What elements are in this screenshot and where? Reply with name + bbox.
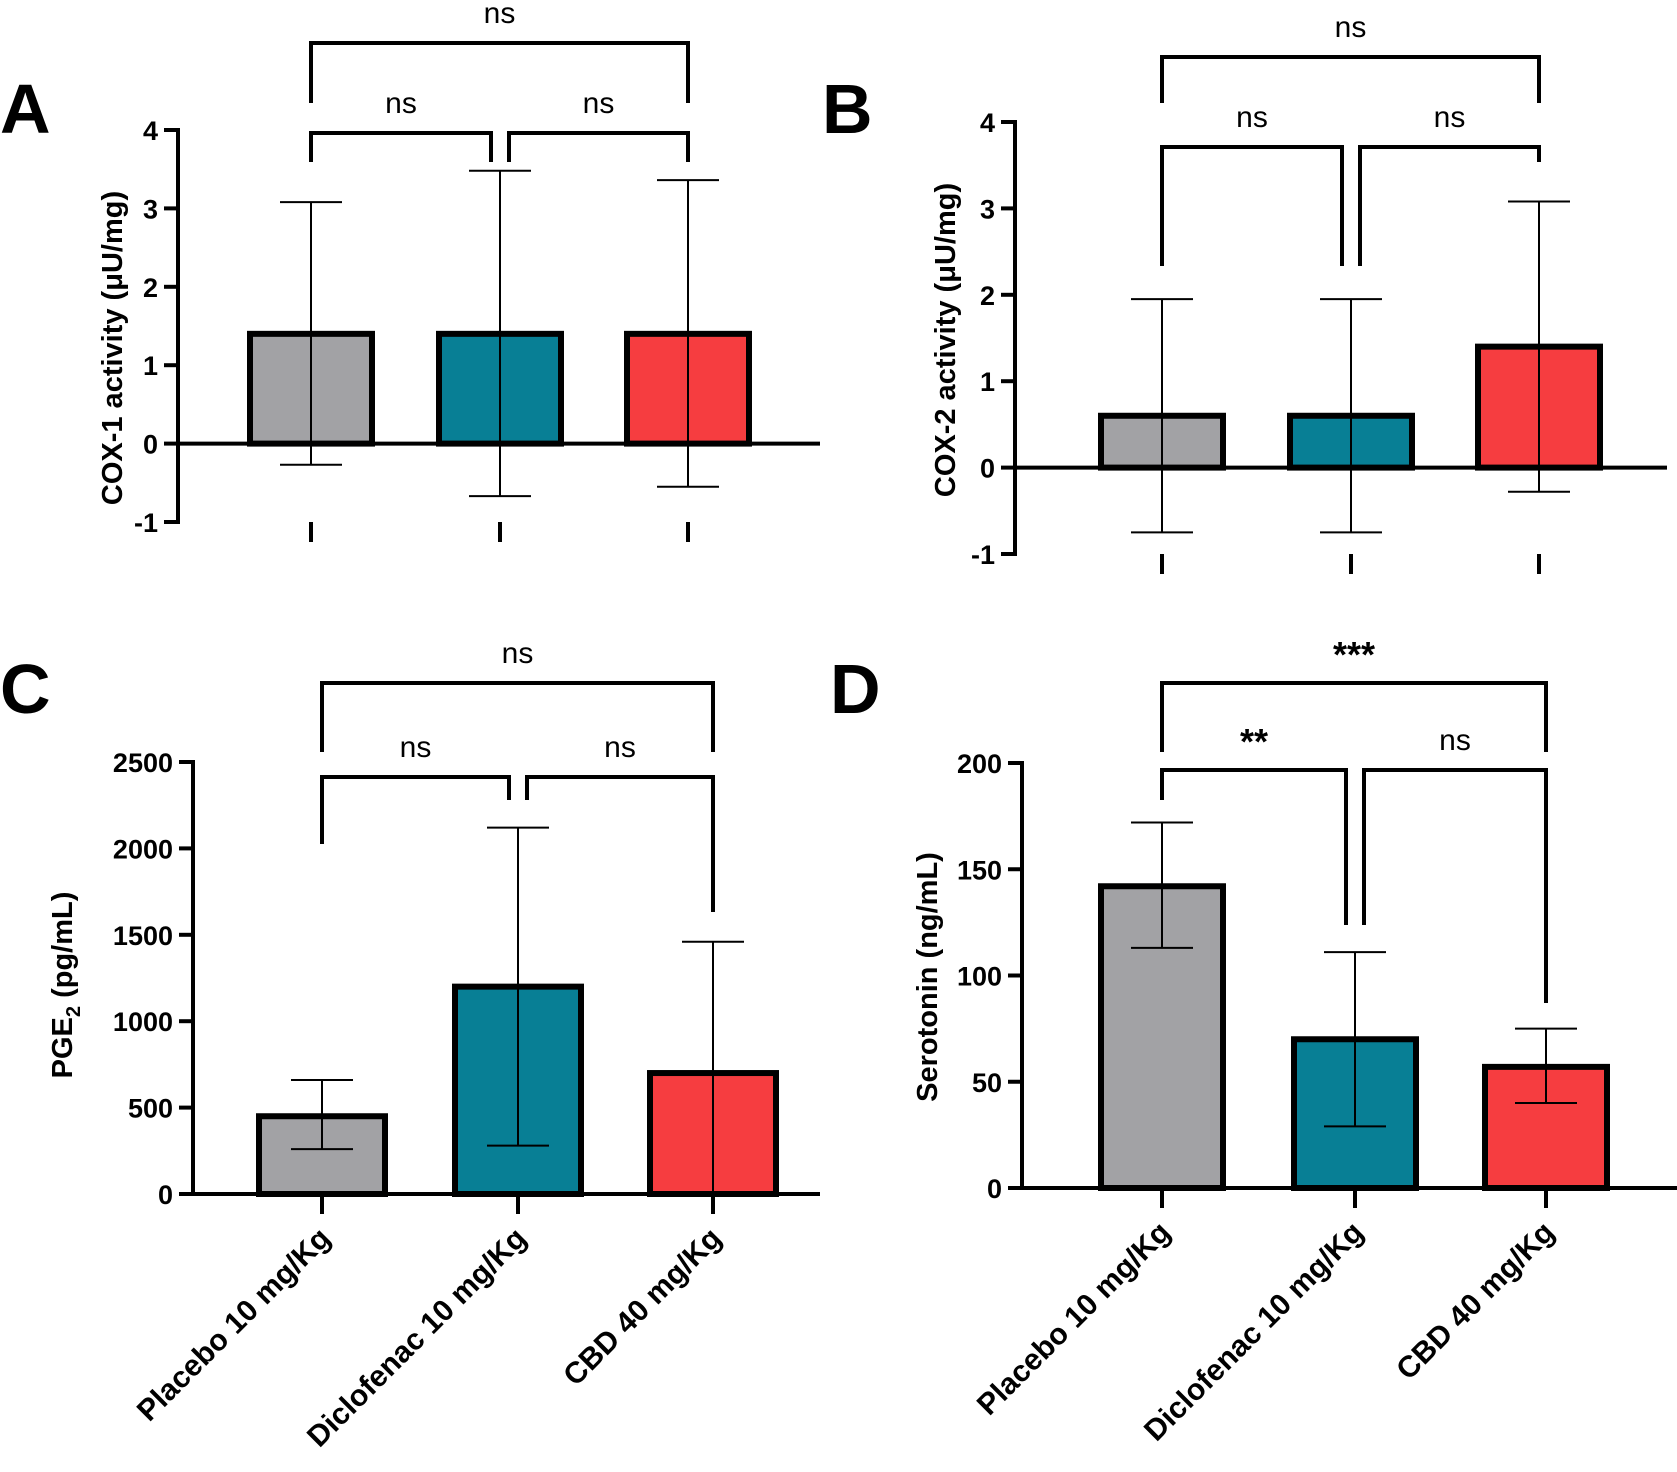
panel-c-y-tick-label: 0: [158, 1180, 173, 1210]
panel-a-significance-label: ns: [385, 87, 417, 120]
panel-a-y-tick-label: 0: [143, 430, 158, 460]
panel-d-bracket-placebo-diclofenac: [1160, 768, 1348, 925]
panel-c-y-tick-label: 500: [128, 1094, 173, 1124]
panel-c-bracket-placebo-cbd: [320, 681, 715, 752]
panel-d-bracket-placebo-cbd: [1160, 681, 1548, 752]
panel-b-significance-label: ns: [1335, 11, 1367, 44]
panel-c-y-ticks: 0 500 1000 1500 2000 2500: [113, 748, 193, 1210]
panel-b: B COX-2 activity (μU/mg) -1 0 1 2 3 4 ns ns ns: [822, 11, 1667, 574]
panel-a-significance-label: ns: [484, 0, 516, 30]
panel-b-significance-label: ns: [1434, 101, 1466, 134]
panel-d-axes: [1020, 761, 1677, 1208]
panel-a: A COX-1 activity (μU/mg) -1 0 1 2 3 4 ns ns ns: [0, 0, 820, 542]
panel-c-y-axis-title-main: PGE: [47, 1017, 79, 1078]
panel-b-y-tick-label: -1: [971, 540, 995, 570]
panel-d-y-ticks: 0 50 100 150 200: [957, 749, 1022, 1204]
panel-a-y-tick-label: -1: [134, 508, 158, 538]
panel-a-y-ticks: -1 0 1 2 3 4: [134, 116, 178, 538]
panel-b-letter: B: [822, 70, 873, 148]
panel-a-significance: ns ns ns: [309, 0, 690, 162]
panel-b-bracket-diclofenac-cbd: [1358, 145, 1541, 266]
panel-d-bracket-diclofenac-cbd: [1362, 768, 1548, 1003]
panel-c-y-axis-title-subscript: 2: [63, 1006, 85, 1017]
panel-d-category-label: Placebo 10 mg/Kg: [971, 1216, 1177, 1422]
panel-d-y-tick-label: 50: [972, 1068, 1002, 1098]
panel-d-category-label: CBD 40 mg/Kg: [1390, 1216, 1561, 1387]
panel-d-y-tick-label: 150: [957, 855, 1002, 885]
panel-c-category-label: Placebo 10 mg/Kg: [131, 1222, 337, 1428]
panel-b-error-bars: [1131, 200, 1570, 534]
panel-c-y-tick-label: 2000: [113, 834, 173, 864]
panel-d-category-label: Diclofenac 10 mg/Kg: [1138, 1216, 1370, 1448]
panel-a-bracket-diclofenac-cbd: [507, 131, 690, 162]
panel-c-letter: C: [0, 650, 51, 728]
panel-d-significance-label: ns: [1439, 724, 1471, 757]
panel-b-bracket-placebo-diclofenac: [1160, 145, 1344, 266]
panel-c-category-label: CBD 40 mg/Kg: [557, 1222, 728, 1393]
panel-c-y-axis-title: PGE2 (pg/mL): [47, 892, 85, 1079]
panel-c-y-tick-label: 1000: [113, 1007, 173, 1037]
panel-a-letter: A: [0, 70, 51, 148]
panel-d-y-tick-label: 200: [957, 749, 1002, 779]
panel-c-significance-label: ns: [502, 637, 534, 670]
panel-c-y-axis-title-unit: (pg/mL): [47, 892, 79, 1006]
panel-c-y-tick-label: 2500: [113, 748, 173, 778]
panel-b-y-tick-label: 1: [980, 367, 995, 397]
panel-d-significance-label: ***: [1333, 634, 1375, 675]
panel-a-error-bars: [280, 169, 719, 498]
panel-d-y-axis-title: Serotonin (ng/mL): [912, 852, 944, 1102]
panel-d: D Serotonin (ng/mL) 0 50 100 150 200 ** ns ***…: [830, 634, 1677, 1448]
panel-a-y-tick-label: 3: [143, 194, 158, 224]
panel-b-y-tick-label: 4: [980, 108, 995, 138]
panel-d-significance: ** ns ***: [1160, 634, 1548, 1003]
panel-a-y-axis-title: COX-1 activity (μU/mg): [97, 191, 129, 505]
panel-a-y-tick-label: 4: [143, 116, 158, 146]
panel-c-significance-label: ns: [604, 731, 636, 764]
panel-c-significance: ns ns ns: [320, 637, 715, 912]
panel-c-bracket-diclofenac-cbd: [525, 775, 715, 912]
panel-b-y-tick-label: 3: [980, 194, 995, 224]
panel-d-y-tick-label: 0: [987, 1174, 1002, 1204]
panel-a-axes: [176, 128, 820, 542]
panel-a-y-tick-label: 2: [143, 273, 158, 303]
panel-a-y-tick-label: 1: [143, 351, 158, 381]
panel-a-bracket-placebo-cbd: [309, 41, 690, 103]
panel-c-axes: [191, 760, 820, 1214]
panel-a-bracket-placebo-diclofenac: [309, 131, 493, 162]
panel-b-significance: ns ns ns: [1160, 11, 1541, 266]
panel-c-error-bars: [291, 826, 744, 1194]
panel-b-y-tick-label: 2: [980, 281, 995, 311]
panel-b-y-axis-title: COX-2 activity (μU/mg): [930, 183, 962, 497]
panel-b-significance-label: ns: [1236, 101, 1268, 134]
panel-c-bracket-placebo-diclofenac: [320, 775, 511, 844]
panel-c-category-label: Diclofenac 10 mg/Kg: [301, 1222, 533, 1454]
panel-b-y-tick-label: 0: [980, 454, 995, 484]
panel-c-significance-label: ns: [400, 731, 432, 764]
panel-b-axes: [1013, 120, 1667, 574]
panel-d-error-bars: [1131, 821, 1577, 1128]
panel-b-bracket-placebo-cbd: [1160, 55, 1541, 103]
panel-b-y-ticks: -1 0 1 2 3 4: [971, 108, 1015, 570]
panel-d-y-tick-label: 100: [957, 962, 1002, 992]
panel-d-significance-label: **: [1240, 721, 1268, 762]
panel-c-y-tick-label: 1500: [113, 921, 173, 951]
panel-d-letter: D: [830, 650, 881, 728]
panel-a-significance-label: ns: [583, 87, 615, 120]
